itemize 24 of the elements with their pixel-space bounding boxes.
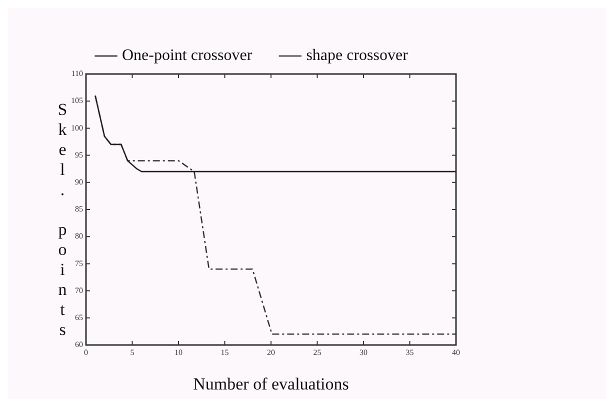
- x-tick-label: 15: [220, 348, 229, 357]
- y-tick-label: 85: [75, 204, 83, 214]
- legend-label: One-point crossover: [122, 47, 253, 64]
- x-tick-label: 30: [360, 348, 368, 357]
- x-tick-label: 35: [406, 348, 414, 357]
- y-tick-label: 105: [71, 96, 83, 106]
- y-axis-title: Skel. points: [53, 100, 72, 340]
- x-tick-label: 25: [313, 348, 322, 357]
- y-tick-label: 100: [71, 123, 83, 132]
- y-tick-label: 75: [75, 258, 83, 268]
- y-tick-label: 65: [75, 312, 83, 322]
- x-tick-label: 0: [84, 348, 88, 357]
- x-tick-label: 10: [174, 348, 182, 357]
- x-tick-label: 40: [452, 348, 460, 357]
- y-tick-label: 60: [75, 340, 83, 350]
- y-tick-label: 95: [75, 150, 83, 160]
- y-tick-label: 90: [75, 177, 83, 186]
- x-axis-title: Number of evaluations: [193, 374, 349, 394]
- y-tick-label: 70: [75, 286, 83, 295]
- legend-label: shape crossover: [306, 47, 409, 64]
- y-tick-label: 80: [75, 232, 83, 241]
- y-tick-label: 110: [71, 69, 83, 78]
- x-tick-label: 20: [267, 348, 275, 357]
- x-tick-label: 5: [130, 348, 134, 357]
